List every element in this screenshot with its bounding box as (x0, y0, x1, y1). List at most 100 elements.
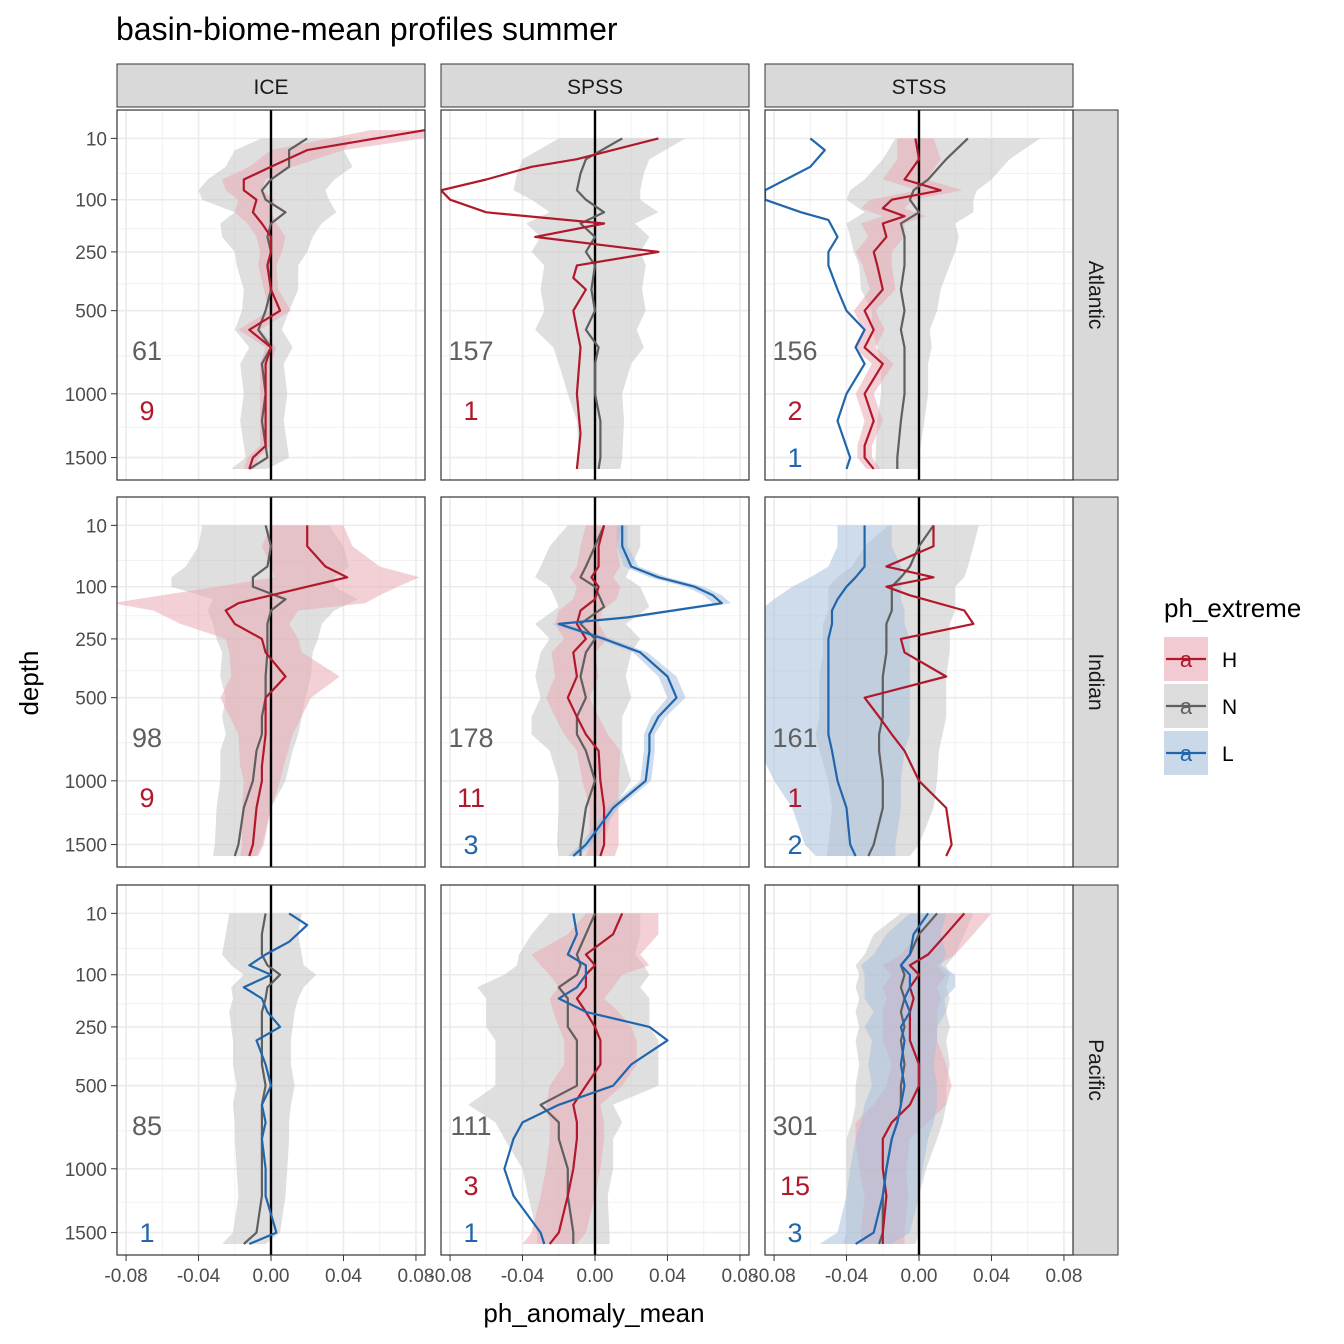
count-label-L: 3 (787, 1218, 802, 1248)
x-tick-label: -0.04 (177, 1266, 221, 1287)
y-tick-label: 10 (86, 516, 107, 537)
y-tick-label: 250 (75, 243, 107, 264)
count-label-L: 3 (463, 830, 478, 860)
panel-indian-spss: 178 11 3 (440, 496, 750, 868)
series-line-L (765, 137, 866, 470)
y-tick-label: 1000 (65, 385, 107, 406)
count-label-H: 1 (463, 396, 478, 426)
x-tick-label: 0.08 (1045, 1266, 1082, 1287)
y-axis-title: depth (14, 650, 44, 715)
count-label-N: 111 (450, 1111, 491, 1141)
panel-border (440, 884, 750, 1256)
series-line-L (855, 912, 930, 1245)
y-tick-label: 1000 (65, 772, 107, 793)
panel-data (819, 885, 992, 1255)
ribbon-H (117, 525, 420, 856)
x-tick-label: -0.08 (104, 1266, 147, 1287)
x-tick-label: -0.04 (501, 1266, 545, 1287)
y-tick-label: 1000 (65, 1160, 107, 1181)
y-tick-label: 1500 (65, 449, 107, 470)
series-line-N (539, 912, 597, 1244)
series-line-L (503, 913, 669, 1245)
count-label-H: 1 (787, 783, 802, 813)
x-tick-label: 0.00 (577, 1266, 614, 1287)
series-line-N (243, 913, 282, 1245)
legend-key-glyph: a (1180, 647, 1193, 672)
panel-data (531, 497, 731, 867)
panel-data (198, 110, 425, 480)
series-line-H (881, 912, 966, 1244)
legend-label: N (1222, 696, 1237, 719)
count-label-L: 1 (139, 1218, 154, 1248)
count-label-L: 1 (787, 443, 802, 473)
count-label-H: 9 (139, 783, 154, 813)
count-label-H: 11 (457, 783, 485, 813)
series-line-N (575, 137, 623, 470)
y-tick-label: 250 (75, 630, 107, 651)
row-strip-label: Atlantic (1084, 261, 1107, 330)
series-line-L (242, 912, 309, 1246)
panel-border (116, 496, 426, 868)
row-strip (1072, 109, 1119, 481)
column-strip-label: ICE (253, 76, 288, 99)
y-tick-label: 1500 (65, 1224, 107, 1245)
panel-data (117, 497, 420, 867)
series-line-L (557, 525, 723, 857)
column-strip-label: STSS (892, 76, 947, 99)
y-tick-label: 1500 (65, 836, 107, 857)
count-label-N: 301 (772, 1111, 817, 1141)
panel-border (440, 109, 750, 481)
y-tick-label: 10 (86, 904, 107, 925)
x-tick-label: 0.04 (649, 1266, 686, 1287)
series-line-L (827, 525, 866, 857)
y-tick-label: 100 (75, 966, 107, 987)
x-tick-label: 0.00 (901, 1266, 938, 1287)
count-label-N: 157 (448, 336, 493, 366)
count-label-N: 161 (772, 723, 817, 753)
legend-title: ph_extreme (1164, 593, 1301, 623)
y-tick-label: 250 (75, 1018, 107, 1039)
series-line-H (863, 525, 975, 857)
legend-key-glyph: a (1180, 694, 1193, 719)
series-line-H (242, 129, 425, 470)
series-line-H (224, 525, 349, 857)
legend: ph_extreme a Ha Na L (1164, 593, 1301, 775)
x-tick-label: 0.08 (397, 1266, 434, 1287)
panel-data (765, 497, 979, 867)
panels-layer: ICE SPSS STSSAtlanticIndianPacific10100250… (65, 63, 1119, 1287)
y-tick-label: 10 (86, 129, 107, 150)
y-tick-label: 500 (75, 302, 107, 323)
panel-border (764, 496, 1074, 868)
series-line-N (867, 524, 935, 857)
panel-border (116, 884, 426, 1256)
count-label-H: 15 (780, 1171, 810, 1201)
y-tick-label: 500 (75, 1077, 107, 1098)
panel-pacific-stss: 301 15 3 (764, 884, 1074, 1256)
series-line-N (896, 137, 969, 469)
ribbon-H (853, 138, 963, 469)
series-line-H (441, 137, 660, 470)
x-tick-label: 0.04 (973, 1266, 1010, 1287)
legend-label: L (1222, 743, 1234, 766)
x-tick-label: 0.00 (253, 1266, 290, 1287)
series-line-H (548, 912, 624, 1245)
y-tick-label: 100 (75, 191, 107, 212)
panel-data (765, 110, 1041, 480)
panel-border (116, 109, 426, 481)
panel-border (764, 109, 1074, 481)
panel-border (440, 496, 750, 868)
legend-label: H (1222, 649, 1237, 672)
panel-border (764, 884, 1074, 1256)
legend-items: a Ha Na L (1164, 637, 1237, 775)
count-label-N: 178 (448, 723, 493, 753)
x-tick-label: -0.08 (428, 1266, 471, 1287)
count-label-L: 2 (787, 830, 802, 860)
panel-pacific-ice: 85 1 (116, 884, 426, 1256)
x-tick-label: 0.08 (721, 1266, 758, 1287)
panel-atlantic-stss: 156 2 1 (764, 109, 1074, 481)
panel-indian-stss: 161 1 2 (764, 496, 1074, 868)
x-axis-title: ph_anomaly_mean (483, 1298, 704, 1328)
